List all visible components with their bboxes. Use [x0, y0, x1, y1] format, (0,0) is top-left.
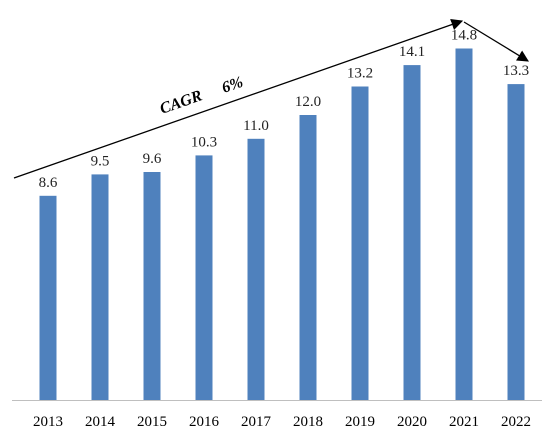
bar-2015	[143, 172, 161, 400]
data-label-2022: 13.3	[503, 63, 529, 79]
bar-2014	[91, 174, 109, 400]
cagr-trend-arrow	[13, 18, 464, 179]
bar-2018	[299, 115, 317, 400]
bar-2022	[507, 84, 525, 400]
decline-trend-arrow	[463, 21, 529, 62]
bar-2019	[351, 86, 369, 400]
data-label-2021: 14.8	[451, 28, 477, 44]
x-tick-label-2021: 2021	[449, 414, 479, 430]
bar-2016	[195, 155, 213, 400]
x-tick-label-2014: 2014	[85, 414, 116, 430]
bars-group	[39, 48, 525, 401]
x-tick-labels-group: 2013 2014 2015 2016 2017 2018 2019 2020 2021 2022	[33, 414, 531, 430]
bar-2021	[455, 48, 473, 400]
bar-2013	[39, 195, 57, 401]
x-tick-label-2020: 2020	[397, 414, 427, 430]
x-tick-label-2016: 2016	[189, 414, 220, 430]
data-label-2019: 13.2	[347, 66, 373, 82]
data-label-2020: 14.1	[399, 44, 425, 60]
x-tick-label-2015: 2015	[137, 414, 167, 430]
cagr-value: 6%	[220, 74, 246, 97]
data-label-2017: 11.0	[243, 118, 269, 134]
x-tick-label-2022: 2022	[501, 414, 531, 430]
x-tick-label-2017: 2017	[241, 414, 272, 430]
data-label-2013: 8.6	[39, 175, 58, 191]
data-label-2018: 12.0	[295, 94, 321, 110]
data-label-2016: 10.3	[191, 134, 217, 150]
data-label-2014: 9.5	[91, 153, 110, 169]
data-label-2015: 9.6	[143, 151, 162, 167]
x-tick-label-2019: 2019	[345, 414, 375, 430]
x-tick-label-2013: 2013	[33, 414, 63, 430]
x-tick-label-2018: 2018	[293, 414, 323, 430]
bar-2020	[403, 65, 421, 400]
bar-2017	[247, 138, 265, 401]
data-labels-group: 8.6 9.5 9.6 10.3 11.0 12.0 13.2 14.1 14.8 13.3	[39, 28, 530, 191]
